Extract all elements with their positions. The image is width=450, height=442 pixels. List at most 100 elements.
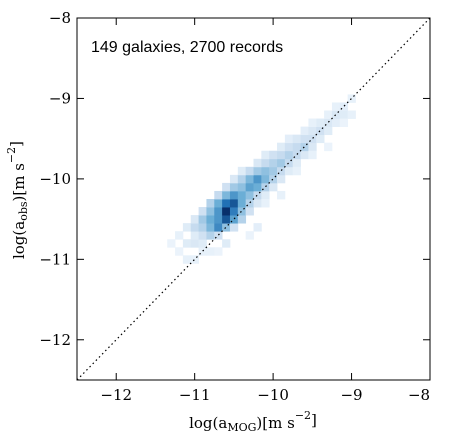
heatmap-cell [261,166,270,176]
heatmap-cell [182,223,192,232]
heatmap-cell [324,126,333,136]
heatmap-cell [292,134,301,144]
heatmap-cell [331,110,341,119]
heatmap-cell [222,239,231,248]
heatmap-cell [308,134,317,144]
y-axis-label-close: ] [7,141,25,147]
heatmap-cell [206,207,215,216]
y-axis-label: log(aobs)[m s−2] [5,141,30,259]
heatmap-cell [198,247,207,256]
y-axis-ticks: −12 −11 −10 −9 −8 [39,9,430,349]
heatmap-cell [308,142,317,152]
heatmap-cell [347,94,356,103]
x-tick-label: −9 [340,386,362,404]
heatmap-cell [190,239,199,248]
heatmap-cell [300,134,309,144]
heatmap-cell [269,182,278,192]
heatmap-cell [277,166,286,176]
x-tick-label: −11 [179,386,211,404]
heatmap-cell [237,190,247,200]
x-tick-label: −10 [257,386,289,404]
y-axis-label-sub: obs [17,201,30,221]
heatmap-cell [245,174,254,184]
heatmap-cell [237,207,247,216]
heatmap-cell [269,174,278,184]
heatmap-cell [222,223,231,232]
x-axis-label-sup: −2 [295,409,311,422]
heatmap-cell [300,126,309,136]
x-axis-label-unit: )[m s [256,414,294,432]
heatmap-cell [237,182,247,192]
heatmap-cell [214,199,223,208]
heatmap-cell [229,207,239,216]
heatmap-cell [198,239,207,248]
heatmap-cell [292,158,301,168]
heatmap-cell [269,158,278,168]
heatmap-cell [292,166,301,176]
heatmap-cell [261,158,270,168]
heatmap-cell [347,110,356,119]
y-axis-label-sup: −2 [5,147,18,163]
heatmap-cell [206,223,215,232]
heatmap-cell [214,190,223,200]
heatmap-cell [284,166,294,176]
heatmap-cell [277,158,286,168]
heatmap-cell [253,174,262,184]
y-axis-label-base: log(a [10,221,28,259]
one-to-one-line [77,18,430,380]
heatmap-cell [198,207,207,216]
x-axis-label-sub: MOG [227,421,256,434]
heatmap-cell [339,110,349,119]
heatmap-cell [324,110,333,119]
heatmap-cell [339,102,349,111]
heatmap-cell [253,158,262,168]
heatmap-cell [214,223,223,232]
x-axis-label-close: ] [311,411,317,429]
heatmap-cell [245,166,254,176]
heatmap-cell [277,174,286,184]
heatmap-cell [229,174,239,184]
heatmap-cell [261,182,270,192]
heatmap-cell [214,231,223,240]
heatmap-cell [253,199,262,208]
heatmap-cell [253,223,262,232]
heatmap-cell [269,166,278,176]
heatmap-cell [214,247,223,256]
heatmap-cell [190,223,199,232]
heatmap-cell [229,182,239,192]
heatmap-cell [222,199,231,208]
heatmap-cell [261,190,270,200]
heatmap-cell [245,231,254,240]
heatmap-cell [308,118,317,127]
annotation: 149 galaxies, 2700 records [91,39,283,56]
heatmap-cell [214,215,223,224]
heatmap-cell [245,199,254,208]
heatmap-cell [245,182,254,192]
heatmap-cell [261,199,270,208]
x-axis-label: log(aMOG)[m s−2] [189,409,317,434]
heatmap-cell [190,255,199,264]
heatmap-cell [277,142,286,152]
heatmap-cell [167,239,176,248]
plot-frame [76,17,431,381]
heatmap-cell [222,182,231,192]
heatmap-cell [331,102,341,111]
heatmap-cell [182,239,192,248]
heatmap-cell [214,207,223,216]
heatmap-cell [190,215,199,224]
heatmap-cell [308,126,317,136]
heatmap-cell [182,255,192,264]
heatmap-cell [253,166,262,176]
y-tick-label: −8 [49,9,71,27]
heatmap-cell [277,190,286,200]
heatmap-cell [206,199,215,208]
heatmap-cell [222,207,231,216]
heatmap-cell [331,118,341,127]
y-axis-label-unit: )[m s [10,163,28,201]
y-tick-label: −11 [39,250,71,268]
heatmap-cell [229,199,239,208]
heatmap-cell [222,215,231,224]
heatmap-cell [237,199,247,208]
x-axis-label-base: log(a [189,414,227,432]
